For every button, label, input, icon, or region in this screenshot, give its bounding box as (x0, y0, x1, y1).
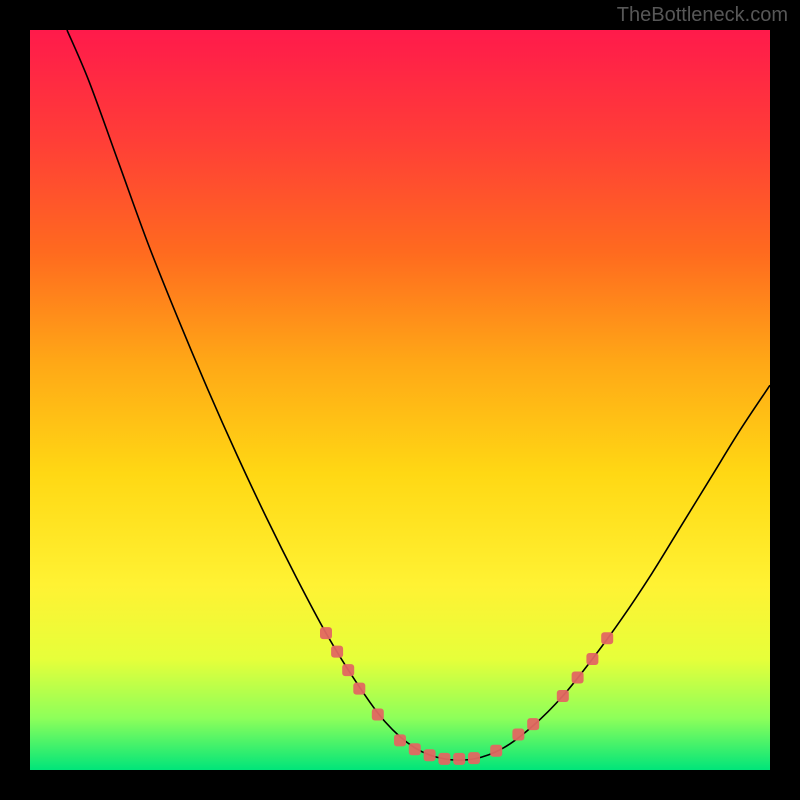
watermark-text: TheBottleneck.com (617, 4, 788, 27)
data-marker (453, 753, 465, 765)
data-marker (468, 752, 480, 764)
data-marker (601, 632, 613, 644)
data-marker (320, 627, 332, 639)
data-marker (490, 745, 502, 757)
data-marker (409, 743, 421, 755)
data-marker (342, 664, 354, 676)
data-marker (512, 728, 524, 740)
data-marker (572, 672, 584, 684)
chart-svg (30, 30, 770, 770)
data-marker (372, 709, 384, 721)
data-marker (424, 749, 436, 761)
data-marker (527, 718, 539, 730)
data-marker (557, 690, 569, 702)
data-marker (438, 753, 450, 765)
data-marker (331, 646, 343, 658)
data-marker (353, 683, 365, 695)
data-marker (586, 653, 598, 665)
chart-plot-area (30, 30, 770, 770)
data-marker (394, 734, 406, 746)
chart-background (30, 30, 770, 770)
